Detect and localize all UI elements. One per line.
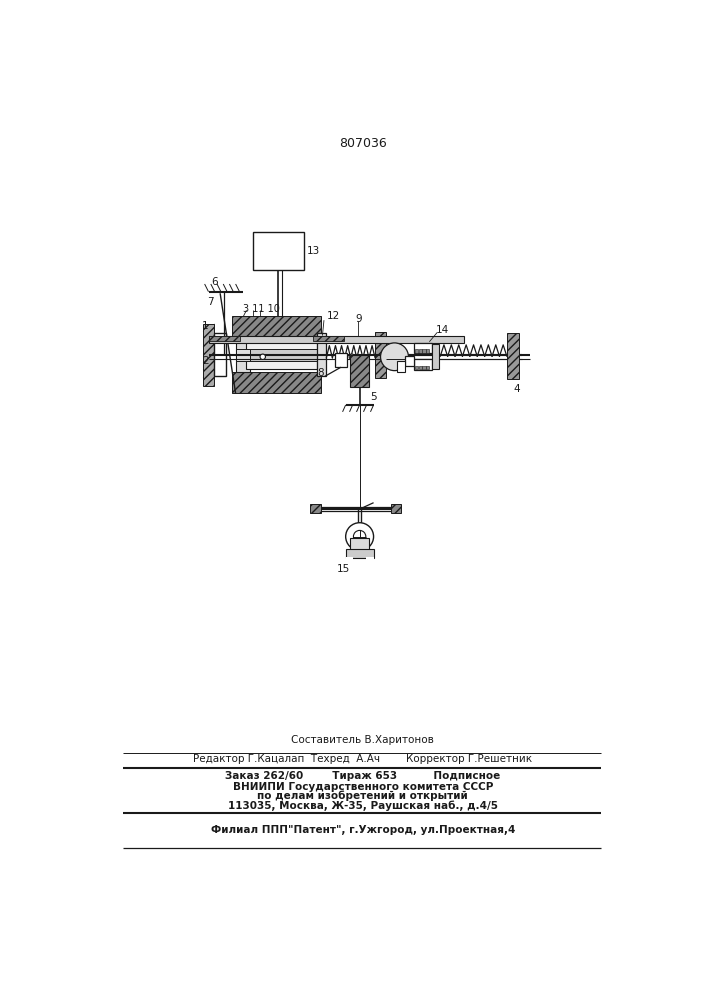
Circle shape xyxy=(260,354,265,359)
Bar xyxy=(346,557,354,560)
Bar xyxy=(313,336,344,341)
Text: ВНИИПИ Государственного комитета СССР: ВНИИПИ Государственного комитета СССР xyxy=(233,782,493,792)
Bar xyxy=(235,338,250,372)
Bar xyxy=(433,344,438,369)
Text: 15: 15 xyxy=(337,564,350,574)
Bar xyxy=(232,372,321,393)
Bar xyxy=(414,366,418,369)
Bar xyxy=(414,343,433,353)
Text: 8: 8 xyxy=(317,368,324,378)
Circle shape xyxy=(346,523,373,550)
Text: 5: 5 xyxy=(370,392,377,402)
Text: Филиал ППП"Патент", г.Ужгород, ул.Проектная,4: Филиал ППП"Патент", г.Ужгород, ул.Проект… xyxy=(211,825,515,835)
Bar xyxy=(209,336,240,341)
Bar xyxy=(507,333,519,379)
Bar xyxy=(422,366,426,369)
Bar xyxy=(253,232,304,270)
Bar xyxy=(366,557,373,560)
Circle shape xyxy=(349,354,355,359)
Bar xyxy=(419,366,421,369)
Bar xyxy=(310,504,321,513)
Polygon shape xyxy=(224,333,241,376)
Text: 807036: 807036 xyxy=(339,137,387,150)
Circle shape xyxy=(380,343,409,371)
Bar xyxy=(317,333,327,376)
Text: 13: 13 xyxy=(307,246,320,256)
Bar xyxy=(404,356,414,366)
Text: 7: 7 xyxy=(207,297,214,307)
Bar xyxy=(414,349,418,353)
Text: по делам изобретений и открытий: по делам изобретений и открытий xyxy=(257,791,468,801)
Bar xyxy=(426,366,429,369)
Text: 9: 9 xyxy=(356,314,363,324)
Bar xyxy=(351,355,369,387)
Text: 2: 2 xyxy=(202,356,209,366)
Text: 113035, Москва, Ж-35, Раушская наб., д.4/5: 113035, Москва, Ж-35, Раушская наб., д.4… xyxy=(228,800,498,811)
Bar xyxy=(414,359,433,370)
Bar xyxy=(214,333,226,376)
Bar xyxy=(246,341,317,369)
Circle shape xyxy=(354,530,366,543)
Text: 4: 4 xyxy=(513,384,520,394)
Bar xyxy=(422,349,426,353)
Bar xyxy=(391,504,402,513)
Text: 6: 6 xyxy=(211,277,218,287)
Bar xyxy=(375,332,386,378)
Bar xyxy=(346,549,373,558)
Bar xyxy=(397,361,404,372)
Text: Заказ 262/60        Тираж 653          Подписное: Заказ 262/60 Тираж 653 Подписное xyxy=(225,771,501,781)
Bar xyxy=(351,538,369,550)
Bar xyxy=(335,353,347,367)
Text: 12: 12 xyxy=(327,311,340,321)
Text: 1: 1 xyxy=(202,321,209,331)
Bar xyxy=(209,336,464,343)
Bar xyxy=(235,349,250,361)
Bar xyxy=(246,349,317,361)
Bar xyxy=(426,349,429,353)
Bar xyxy=(203,324,214,386)
Text: Редактор Г.Кацалап  Техред  А.Ач        Корректор Г.Решетник: Редактор Г.Кацалап Техред А.Ач Корректор… xyxy=(193,754,532,764)
Text: 14: 14 xyxy=(436,325,449,335)
Bar xyxy=(419,349,421,353)
Text: 3 11 10: 3 11 10 xyxy=(243,304,280,314)
Bar xyxy=(232,316,321,338)
Text: Составитель В.Харитонов: Составитель В.Харитонов xyxy=(291,735,434,745)
